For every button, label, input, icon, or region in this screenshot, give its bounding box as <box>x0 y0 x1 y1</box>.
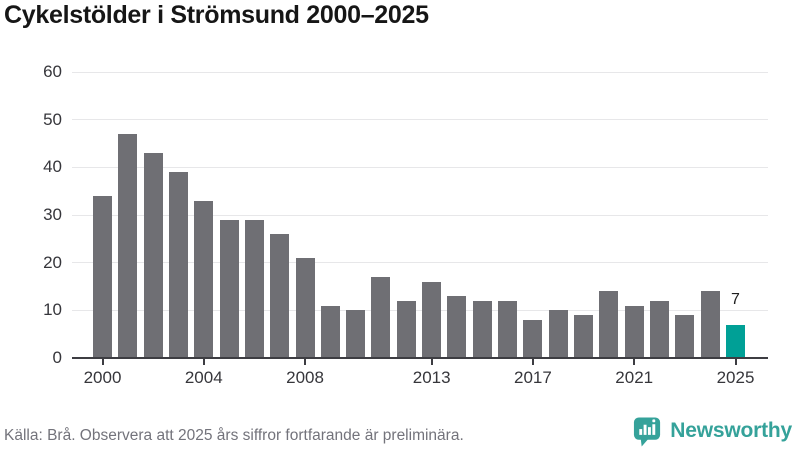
chart-title: Cykelstölder i Strömsund 2000–2025 <box>4 1 429 29</box>
bar-2005 <box>219 219 239 358</box>
x-tick-2017 <box>531 359 534 365</box>
x-tick-label-2000: 2000 <box>83 368 122 387</box>
bar-2021 <box>624 305 644 358</box>
bar-2023 <box>675 315 695 358</box>
x-tick-2025 <box>734 359 737 365</box>
bar-2015 <box>472 300 492 358</box>
bar-2002 <box>143 153 163 358</box>
x-tick-label-2013: 2013 <box>412 368 451 387</box>
bar-2022 <box>649 300 669 358</box>
bar-2004 <box>194 200 214 358</box>
bar-2011 <box>371 277 391 358</box>
y-tick-label-20: 20 <box>43 252 62 272</box>
gridline-10 <box>72 309 768 311</box>
bar-2012 <box>396 300 416 358</box>
x-tick-2004 <box>202 359 205 365</box>
bar-2013 <box>422 281 442 358</box>
gridline-40 <box>72 166 768 168</box>
newsworthy-logo: Newsworthy <box>632 414 792 448</box>
bar-2010 <box>346 310 366 358</box>
y-tick-label-60: 60 <box>43 62 62 81</box>
bar-2007 <box>270 234 290 358</box>
gridline-60 <box>72 71 768 73</box>
bar-2018 <box>548 310 568 358</box>
x-tick-2021 <box>633 359 636 365</box>
bar-2019 <box>573 315 593 358</box>
bar-2024 <box>700 291 720 358</box>
bar-2008 <box>295 257 315 358</box>
x-tick-2008 <box>304 359 307 365</box>
bars <box>93 72 745 358</box>
y-tick-label-30: 30 <box>43 205 62 224</box>
newsworthy-logo-text: Newsworthy <box>670 419 792 442</box>
y-tick-label-40: 40 <box>43 157 62 177</box>
gridline-30 <box>72 214 768 216</box>
y-tick-label-10: 10 <box>43 300 62 320</box>
x-tick-2000 <box>101 359 104 365</box>
newsworthy-logo-icon <box>634 416 661 447</box>
x-tick-label-2021: 2021 <box>615 368 654 387</box>
gridline-50 <box>72 119 768 121</box>
bar-2014 <box>447 296 467 358</box>
x-tick-label-2004: 2004 <box>184 368 223 387</box>
bar-2001 <box>118 134 138 358</box>
x-tick-2013 <box>430 359 433 365</box>
bar-2000 <box>93 195 112 358</box>
bar-2006 <box>244 219 264 358</box>
bar-2017 <box>523 319 543 358</box>
bar-2016 <box>498 300 517 358</box>
y-tick-label-50: 50 <box>43 109 62 129</box>
bar-2003 <box>168 172 188 358</box>
bar-2025 <box>725 324 745 358</box>
y-tick-label-0: 0 <box>52 348 62 367</box>
x-tick-label-2017: 2017 <box>514 368 552 387</box>
x-tick-label-2008: 2008 <box>286 368 324 387</box>
bar-2009 <box>320 305 340 358</box>
x-axis-line <box>72 357 768 359</box>
gridline-20 <box>72 262 768 264</box>
bar-value-label: 7 <box>731 291 740 308</box>
x-tick-label-2025: 2025 <box>716 368 755 387</box>
source-note: Källa: Brå. Observera att 2025 års siffr… <box>4 427 464 444</box>
bar-2020 <box>599 291 619 358</box>
